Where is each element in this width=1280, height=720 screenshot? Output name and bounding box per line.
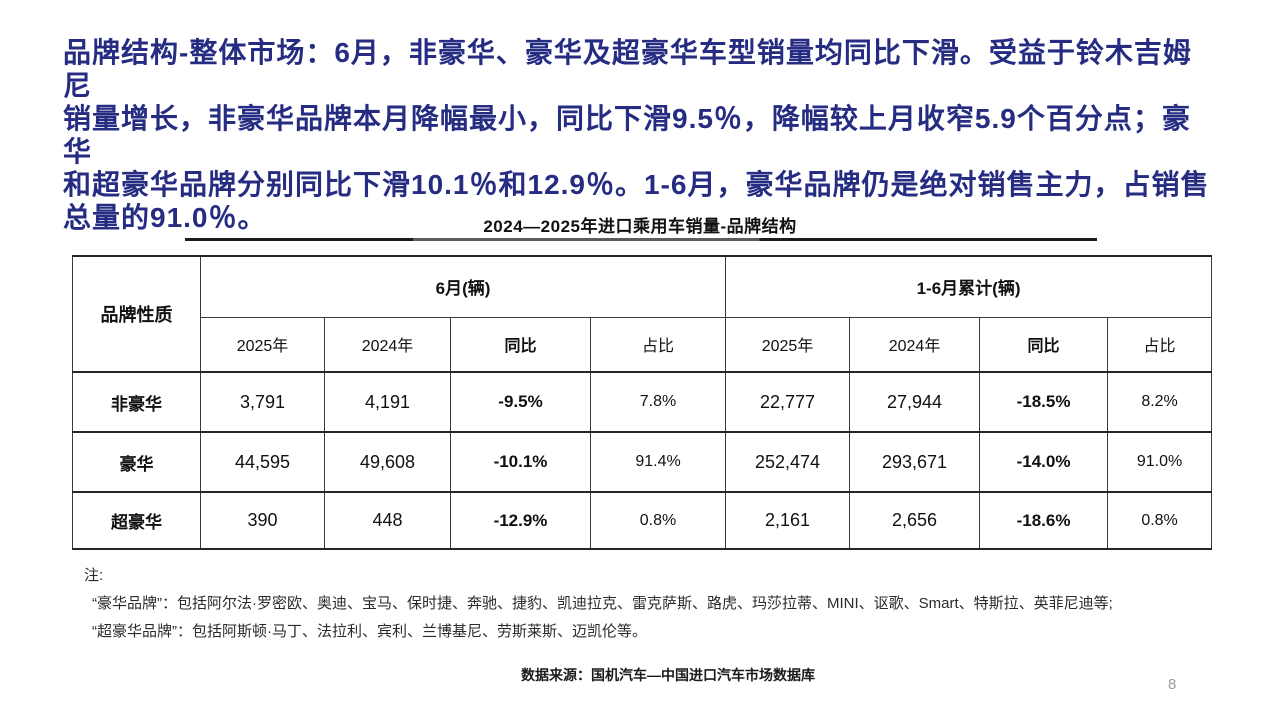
cell-share: 91.4% (589, 431, 727, 493)
cell-yoy: -18.5% (979, 371, 1109, 433)
header-2024: 2024年 (849, 316, 981, 373)
row-label-luxury: 豪华 (72, 431, 201, 493)
footnote-label: 注: (84, 567, 104, 584)
row-label-non-luxury: 非豪华 (72, 371, 201, 433)
header-share: 占比 (589, 316, 727, 373)
cell-yoy: -12.9% (450, 491, 591, 550)
table-header-row-groups: 品牌性质 6月(辆) 1-6月累计(辆) (72, 255, 1213, 373)
cell-yoy: -14.0% (979, 431, 1109, 493)
cell-share: 0.8% (589, 491, 727, 550)
table-title: 2024—2025年进口乘用车销量-品牌结构 (483, 217, 797, 236)
cell-share: 0.8% (1107, 491, 1213, 550)
headline-line: 总量的91.0％。 (63, 202, 267, 233)
cell-value: 4,191 (324, 371, 451, 433)
cell-value: 293,671 (849, 431, 981, 493)
cell-value: 27,944 (849, 371, 981, 433)
table-row: 超豪华 390 448 -12.9% 0.8% 2,161 2,656 -18.… (72, 491, 1213, 550)
cell-value: 22,777 (725, 371, 851, 433)
header-group-cumulative: 1-6月累计(辆) (725, 255, 1213, 318)
data-source-caption: 数据来源：国机汽车—中国进口汽车市场数据库 (521, 667, 815, 683)
header-share: 占比 (1107, 316, 1213, 373)
footnote-luxury-definition: “豪华品牌”：包括阿尔法·罗密欧、奥迪、宝马、保时捷、奔驰、捷豹、凯迪拉克、雷克… (92, 595, 1113, 612)
header-brand-type: 品牌性质 (72, 255, 201, 373)
page-number: 8 (1168, 676, 1177, 693)
footnote-super-luxury-definition: “超豪华品牌”：包括阿斯顿·马丁、法拉利、宾利、兰博基尼、劳斯莱斯、迈凯伦等。 (92, 623, 647, 640)
cell-value: 2,161 (725, 491, 851, 550)
header-yoy: 同比 (979, 316, 1109, 373)
cell-value: 448 (324, 491, 451, 550)
cell-value: 390 (200, 491, 325, 550)
table-row: 非豪华 3,791 4,191 -9.5% 7.8% 22,777 27,944… (72, 371, 1213, 433)
table-header-row-sub: 2025年 2024年 同比 占比 2025年 2024年 同比 占比 (73, 316, 1213, 373)
cell-value: 252,474 (725, 431, 851, 493)
cell-value: 49,608 (324, 431, 451, 493)
cell-value: 2,656 (849, 491, 981, 550)
headline-line: 销量增长，非豪华品牌本月降幅最小，同比下滑9.5％，降幅较上月收窄5.9个百分点… (63, 103, 1191, 167)
header-2024: 2024年 (324, 316, 451, 373)
cell-yoy: -10.1% (450, 431, 591, 493)
cell-share: 8.2% (1107, 371, 1213, 433)
header-group-june: 6月(辆) (199, 255, 727, 318)
cell-share: 7.8% (589, 371, 727, 433)
header-2025: 2025年 (200, 316, 325, 373)
cell-value: 44,595 (200, 431, 325, 493)
brand-structure-table: 品牌性质 6月(辆) 1-6月累计(辆) 2025年 2024年 同比 占比 2… (72, 255, 1213, 550)
header-2025: 2025年 (725, 316, 851, 373)
headline-line: 品牌结构-整体市场：6月，非豪华、豪华及超豪华车型销量均同比下滑。受益于铃木吉姆… (63, 37, 1192, 101)
headline-line: 和超豪华品牌分别同比下滑10.1％和12.9％。1-6月，豪华品牌仍是绝对销售主… (63, 169, 1210, 200)
table-row: 豪华 44,595 49,608 -10.1% 91.4% 252,474 29… (72, 431, 1213, 493)
row-label-super-luxury: 超豪华 (72, 491, 201, 550)
cell-value: 3,791 (200, 371, 325, 433)
headline: 品牌结构-整体市场：6月，非豪华、豪华及超豪华车型销量均同比下滑。受益于铃木吉姆… (63, 36, 1219, 234)
cell-share: 91.0% (1107, 431, 1213, 493)
cell-yoy: -9.5% (450, 371, 591, 433)
header-yoy: 同比 (450, 316, 591, 373)
cell-yoy: -18.6% (979, 491, 1109, 550)
title-underline (185, 238, 1097, 241)
footnotes: 注: “豪华品牌”：包括阿尔法·罗密欧、奥迪、宝马、保时捷、奔驰、捷豹、凯迪拉克… (84, 562, 1224, 646)
